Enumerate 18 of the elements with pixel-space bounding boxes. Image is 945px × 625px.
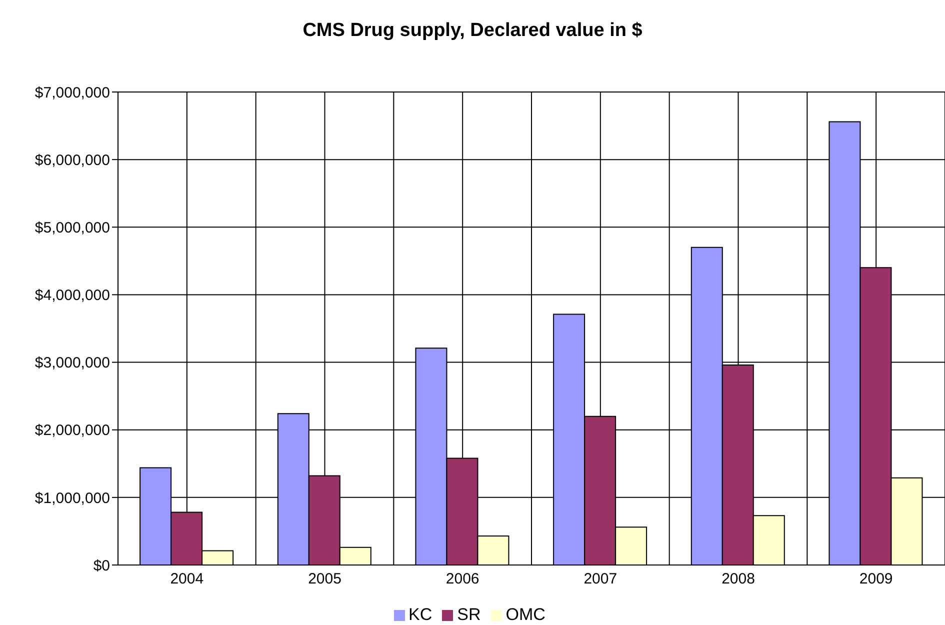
x-tick-label: 2005 [308, 570, 342, 588]
y-tick-label: $5,000,000 [34, 219, 110, 236]
y-tick-label: $0 [93, 557, 110, 574]
y-tick-label: $1,000,000 [34, 490, 110, 507]
y-tick-label: $3,000,000 [34, 354, 110, 372]
x-tick-label: 2007 [584, 570, 618, 588]
y-tick-label: $6,000,000 [34, 152, 110, 169]
x-tick-label: 2008 [722, 570, 755, 588]
y-tick-label: $2,000,000 [34, 422, 110, 440]
chart-title: CMS Drug supply, Declared value in $ [302, 20, 644, 42]
y-tick-label: $7,000,000 [34, 84, 110, 102]
x-tick-label: 2006 [446, 570, 480, 588]
y-tick-label: $4,000,000 [34, 287, 110, 304]
x-tick-label: 2004 [170, 570, 204, 588]
legend-label: OMC [506, 605, 546, 624]
legend-label: KC [408, 605, 432, 624]
legend-label: SR [457, 605, 481, 624]
x-tick-label: 2009 [859, 570, 893, 588]
